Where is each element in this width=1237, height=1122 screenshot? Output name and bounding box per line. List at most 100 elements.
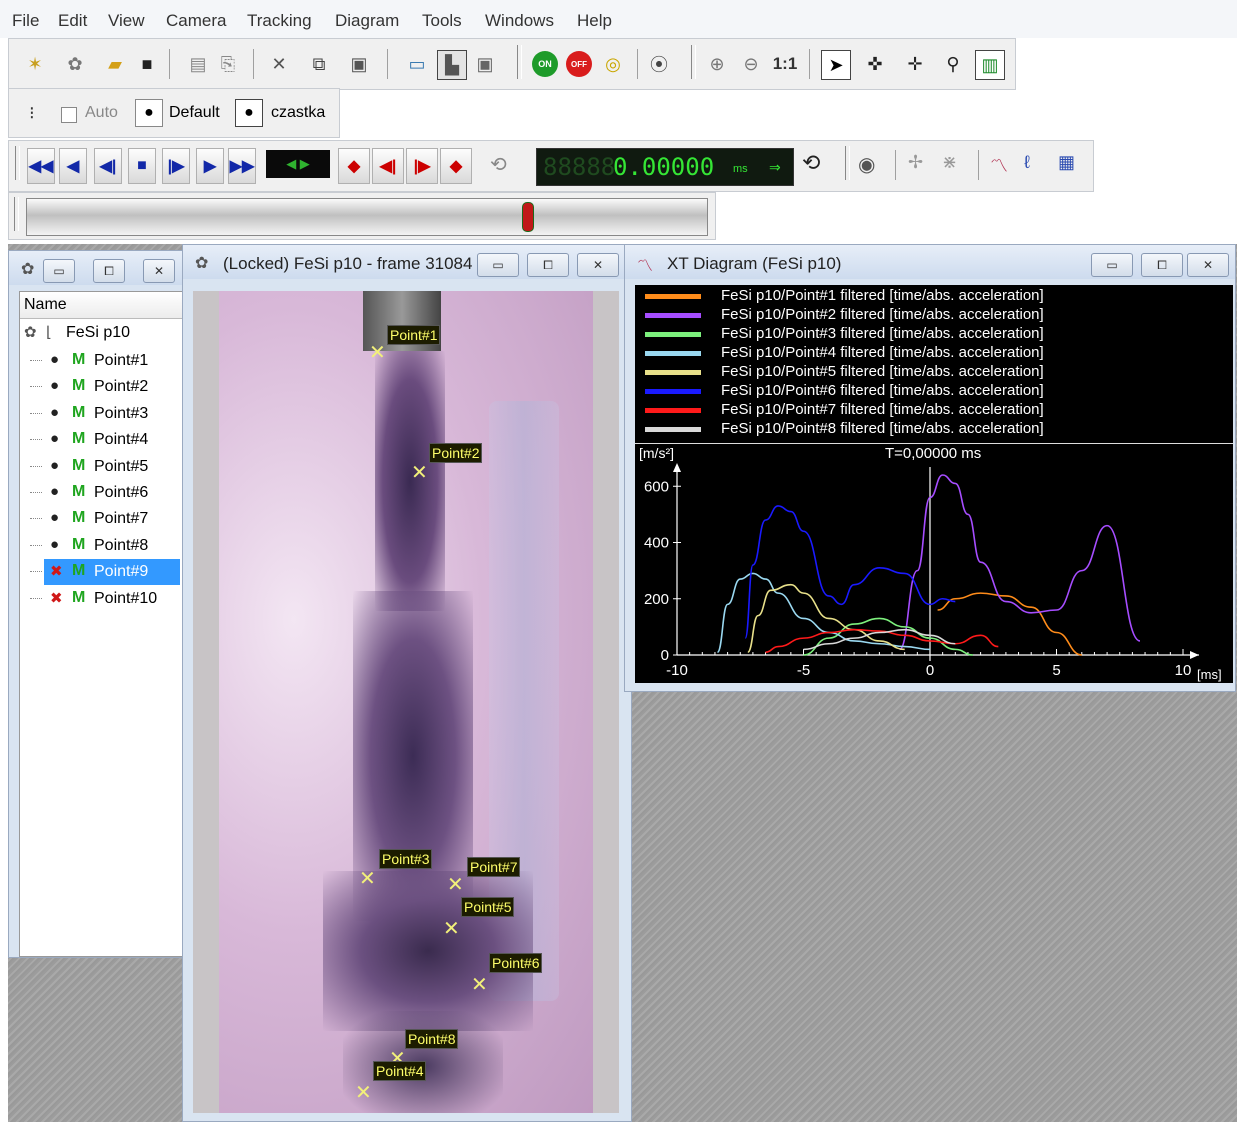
point-4-marker[interactable]: ✕ <box>355 1082 372 1104</box>
tree-item[interactable]: ● M Point#3 <box>20 401 180 427</box>
magnifier-icon[interactable]: ⚲ <box>946 53 960 74</box>
menu-view[interactable]: View <box>108 11 145 30</box>
pointer-icon[interactable]: ➤ <box>821 50 851 80</box>
time-unit: ms <box>733 163 748 175</box>
menu-windows[interactable]: Windows <box>485 11 554 30</box>
zoom-1to1-icon[interactable]: 1:1 <box>772 54 798 73</box>
point-3-marker[interactable]: ✕ <box>359 868 376 890</box>
new-project-icon[interactable]: ✶ <box>27 53 43 74</box>
window-layout-1-icon[interactable]: ▭ <box>408 53 426 74</box>
open-folder-icon[interactable]: ▰ <box>108 53 122 74</box>
diagram-canvas[interactable]: FeSi p10/Point#1 filtered [time/abs. acc… <box>635 285 1233 683</box>
close-button[interactable]: ✕ <box>577 253 619 277</box>
tree-item[interactable]: ● M Point#7 <box>20 506 180 532</box>
range-start-icon[interactable]: ◀| <box>372 148 404 184</box>
range-end-icon[interactable]: |▶ <box>406 148 438 184</box>
point-8-label: Point#8 <box>405 1029 459 1049</box>
czastka-marker-button[interactable]: ● <box>235 99 263 127</box>
minimize-button[interactable]: ▭ <box>477 253 519 277</box>
timeline-thumb[interactable] <box>522 202 534 232</box>
tree-item[interactable]: ● M Point#8 <box>20 533 180 559</box>
new-camera-icon[interactable]: ✿ <box>67 53 83 74</box>
tree-item[interactable]: ✖ M Point#9 <box>30 559 180 586</box>
reset-time-icon[interactable]: ⟲ <box>490 154 507 176</box>
auto-detect-icon[interactable]: ◎ <box>605 53 621 74</box>
timeline-slider[interactable] <box>26 198 708 236</box>
tree-item[interactable]: ● M Point#4 <box>20 427 180 453</box>
series-line <box>898 474 1141 651</box>
prev-frame-icon[interactable]: ◀| <box>94 148 122 184</box>
maximize-button[interactable]: ⧠ <box>1141 253 1183 277</box>
tree-item[interactable]: ● M Point#1 <box>20 348 180 374</box>
menu-help[interactable]: Help <box>577 11 612 30</box>
range-icon[interactable]: ◆ <box>338 148 370 184</box>
next-frame-icon[interactable]: |▶ <box>162 148 190 184</box>
tree-item[interactable]: ✖ M Point#10 <box>20 586 180 612</box>
chart-legend: FeSi p10/Point#1 filtered [time/abs. acc… <box>635 285 1233 444</box>
menu-edit[interactable]: Edit <box>58 11 88 30</box>
menu-tools[interactable]: Tools <box>422 11 462 30</box>
tree-connector <box>30 412 42 414</box>
maximize-button[interactable]: ⧠ <box>527 253 569 277</box>
paste-doc-icon[interactable]: ⎘ <box>220 53 236 74</box>
point-7-marker[interactable]: ✕ <box>447 874 464 896</box>
menu-camera[interactable]: Camera <box>166 11 227 30</box>
menu-bar: File Edit View Camera Tracking Diagram T… <box>0 0 1237 38</box>
table-icon[interactable]: ▦ <box>1058 152 1076 172</box>
tracking-on-icon[interactable]: ON <box>531 50 559 78</box>
menu-file[interactable]: File <box>12 11 40 30</box>
marker-dot-icon: ● <box>50 535 60 553</box>
window-layout-3-icon[interactable]: ▣ <box>476 53 494 74</box>
point-1-marker[interactable]: ✕ <box>369 342 386 364</box>
go-first-icon[interactable]: ◀◀ <box>27 148 55 184</box>
set-zero-icon[interactable]: ⟲ <box>802 150 821 175</box>
y-tick-label: 400 <box>644 535 669 552</box>
menu-diagram[interactable]: Diagram <box>335 11 400 30</box>
bar-chart-icon[interactable]: ▥ <box>975 50 1005 80</box>
copy-icon[interactable]: ⧉ <box>312 53 326 74</box>
xt-diagram-icon[interactable]: 〽 <box>990 156 1008 176</box>
tree-item-label: Point#3 <box>94 404 149 422</box>
minimize-button[interactable]: ▭ <box>1091 253 1133 277</box>
scatter-icon[interactable]: ✢ <box>908 152 924 172</box>
record-icon[interactable]: ◉ <box>858 154 876 176</box>
copy-doc-icon[interactable]: ▤ <box>189 53 207 74</box>
grid-scatter-icon[interactable]: ⋇ <box>942 152 958 172</box>
auto-checkbox[interactable] <box>61 107 77 123</box>
minimize-button[interactable]: ▭ <box>43 259 75 283</box>
maximize-button[interactable]: ⧠ <box>93 259 125 283</box>
zoom-out-icon[interactable]: ⊖ <box>743 53 759 74</box>
tree-connector <box>30 544 42 546</box>
stop-icon[interactable]: ■ <box>128 148 156 184</box>
xy-diagram-icon[interactable]: ℓ <box>1024 152 1030 172</box>
speed-indicator[interactable]: ◀ ▶ <box>266 150 330 178</box>
step-forward-icon[interactable]: ▶ <box>196 148 224 184</box>
range-play-icon[interactable]: ◆ <box>440 148 472 184</box>
default-marker-button[interactable]: ● <box>135 99 163 127</box>
close-button[interactable]: ✕ <box>143 259 175 283</box>
tree-item[interactable]: ● M Point#5 <box>20 454 180 480</box>
video-frame[interactable]: ✕ Point#1 ✕ Point#2 ✕ Point#3 ✕ Point#7 … <box>193 291 619 1113</box>
step-back-icon[interactable]: ◀ <box>59 148 87 184</box>
paste-icon[interactable]: ▣ <box>350 53 368 74</box>
zoom-in-icon[interactable]: ⊕ <box>709 53 725 74</box>
point-2-marker[interactable]: ✕ <box>411 462 428 484</box>
add-point-icon[interactable]: ✜ <box>867 53 883 74</box>
time-go-icon[interactable]: ⇒ <box>769 159 781 175</box>
window-layout-2-icon[interactable]: ▙ <box>437 50 467 80</box>
go-last-icon[interactable]: ▶▶ <box>228 148 256 184</box>
tree-root[interactable]: ✿ ⌊ FeSi p10 <box>20 320 180 346</box>
save-icon[interactable]: ■ <box>141 53 153 74</box>
toolbar-grip <box>15 146 20 180</box>
help-icon[interactable]: ⦿ <box>650 55 668 75</box>
point-5-marker[interactable]: ✕ <box>443 918 460 940</box>
menu-tracking[interactable]: Tracking <box>247 11 312 30</box>
tree-item[interactable]: ● M Point#2 <box>20 374 180 400</box>
point-6-marker[interactable]: ✕ <box>471 974 488 996</box>
tracking-off-icon[interactable]: OFF <box>565 50 593 78</box>
edit-point-icon[interactable]: ✛ <box>907 53 923 74</box>
tree-item[interactable]: ● M Point#6 <box>20 480 180 506</box>
close-button[interactable]: ✕ <box>1187 253 1229 277</box>
tracking-on-label: ON <box>532 51 558 77</box>
delete-icon[interactable]: ✕ <box>271 53 287 74</box>
